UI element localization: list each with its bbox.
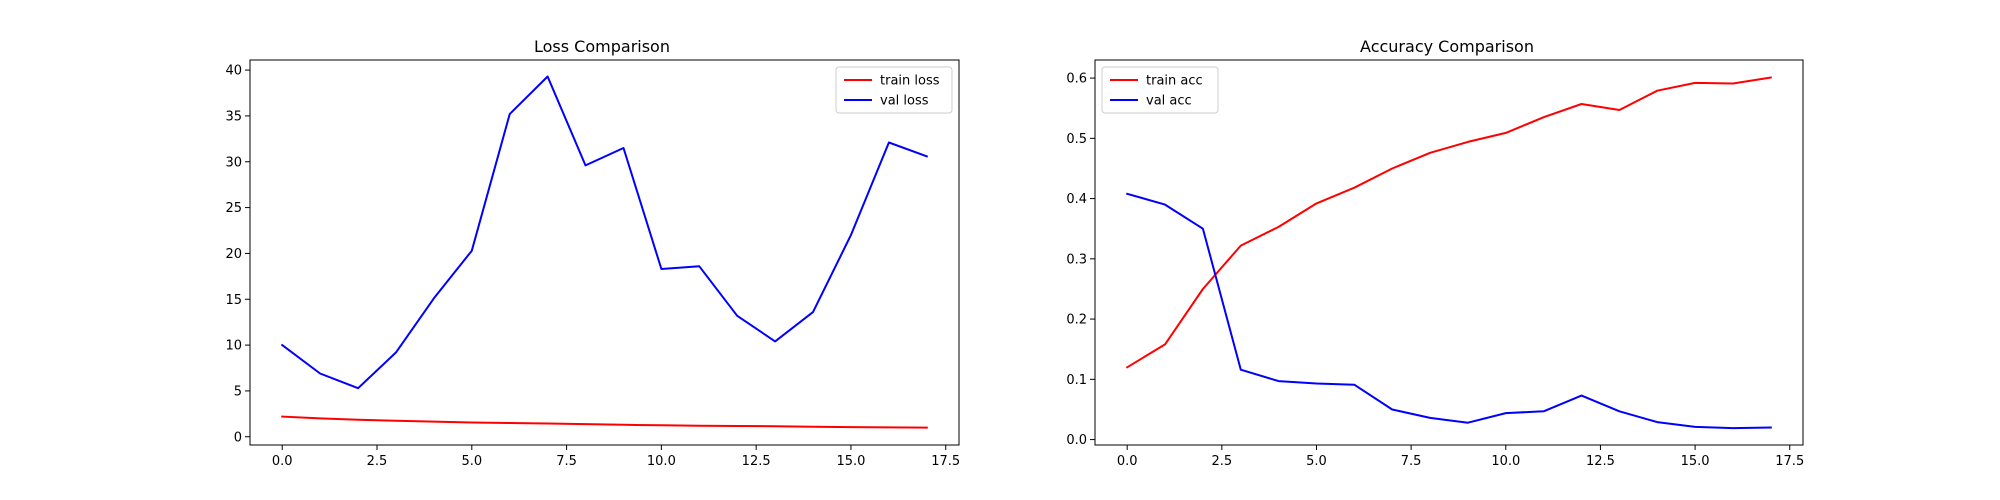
- y-tick-label: 30: [225, 155, 242, 170]
- legend-box: [835, 66, 953, 114]
- legend: train loss val loss: [835, 66, 953, 114]
- accuracy-comparison-chart: Accuracy Comparison 0.0 2.5 5.0 7.5 10.0 12.5…: [1066, 37, 1804, 469]
- legend-label: train loss: [880, 74, 940, 89]
- y-tick-label: 25: [225, 201, 242, 216]
- x-tick-label: 0.0: [272, 454, 293, 469]
- legend-label: val loss: [880, 94, 929, 109]
- axes-frame: [1094, 59, 1804, 446]
- y-tick-label: 0.4: [1066, 192, 1087, 207]
- y-tick-label: 0.0: [1066, 433, 1087, 448]
- y-tick-label: 0.3: [1066, 252, 1087, 267]
- y-tick-label: 15: [225, 293, 242, 308]
- y-tick-label: 0.1: [1066, 373, 1087, 388]
- loss-comparison-chart: Loss Comparison 0.0 2.5 5.0 7.5 10.0 12.5 15.0…: [225, 37, 960, 469]
- x-tick-label: 10.0: [1491, 454, 1520, 469]
- x-tick-label: 7.5: [556, 454, 577, 469]
- legend-label: val acc: [1146, 94, 1192, 109]
- x-tick-label: 5.0: [1306, 454, 1327, 469]
- legend-box: [1101, 66, 1219, 114]
- y-tick-label: 0.6: [1066, 72, 1087, 87]
- y-tick-label: 0.5: [1066, 132, 1087, 147]
- series-line-train-loss: [281, 415, 928, 429]
- x-tick-label: 12.5: [1586, 454, 1615, 469]
- y-tick-label: 0: [234, 430, 242, 445]
- x-tick-label: 12.5: [742, 454, 771, 469]
- x-tick-label: 10.0: [647, 454, 676, 469]
- series-line-train-acc: [1125, 76, 1772, 369]
- x-tick-label: 7.5: [1401, 454, 1422, 469]
- series-line-val-loss: [280, 75, 929, 390]
- series-line-val-acc: [1125, 192, 1772, 430]
- y-tick-label: 20: [225, 247, 242, 262]
- x-tick-label: 5.0: [461, 454, 482, 469]
- chart-title: Loss Comparison: [534, 37, 670, 56]
- x-tick-label: 2.5: [1211, 454, 1232, 469]
- y-tick-label: 5: [234, 384, 242, 399]
- x-tick-label: 17.5: [1775, 454, 1804, 469]
- x-tick-label: 15.0: [836, 454, 865, 469]
- y-tick-label: 35: [225, 109, 242, 124]
- y-tick-label: 10: [225, 339, 242, 354]
- legend: train acc val acc: [1101, 66, 1219, 114]
- x-tick-label: 15.0: [1681, 454, 1710, 469]
- y-tick-label: 40: [225, 64, 242, 79]
- y-tick-label: 0.2: [1066, 313, 1087, 328]
- x-tick-label: 0.0: [1117, 454, 1138, 469]
- axes-frame: [249, 59, 960, 446]
- legend-label: train acc: [1146, 74, 1203, 89]
- chart-title: Accuracy Comparison: [1360, 37, 1534, 56]
- x-tick-label: 2.5: [367, 454, 388, 469]
- x-tick-label: 17.5: [931, 454, 960, 469]
